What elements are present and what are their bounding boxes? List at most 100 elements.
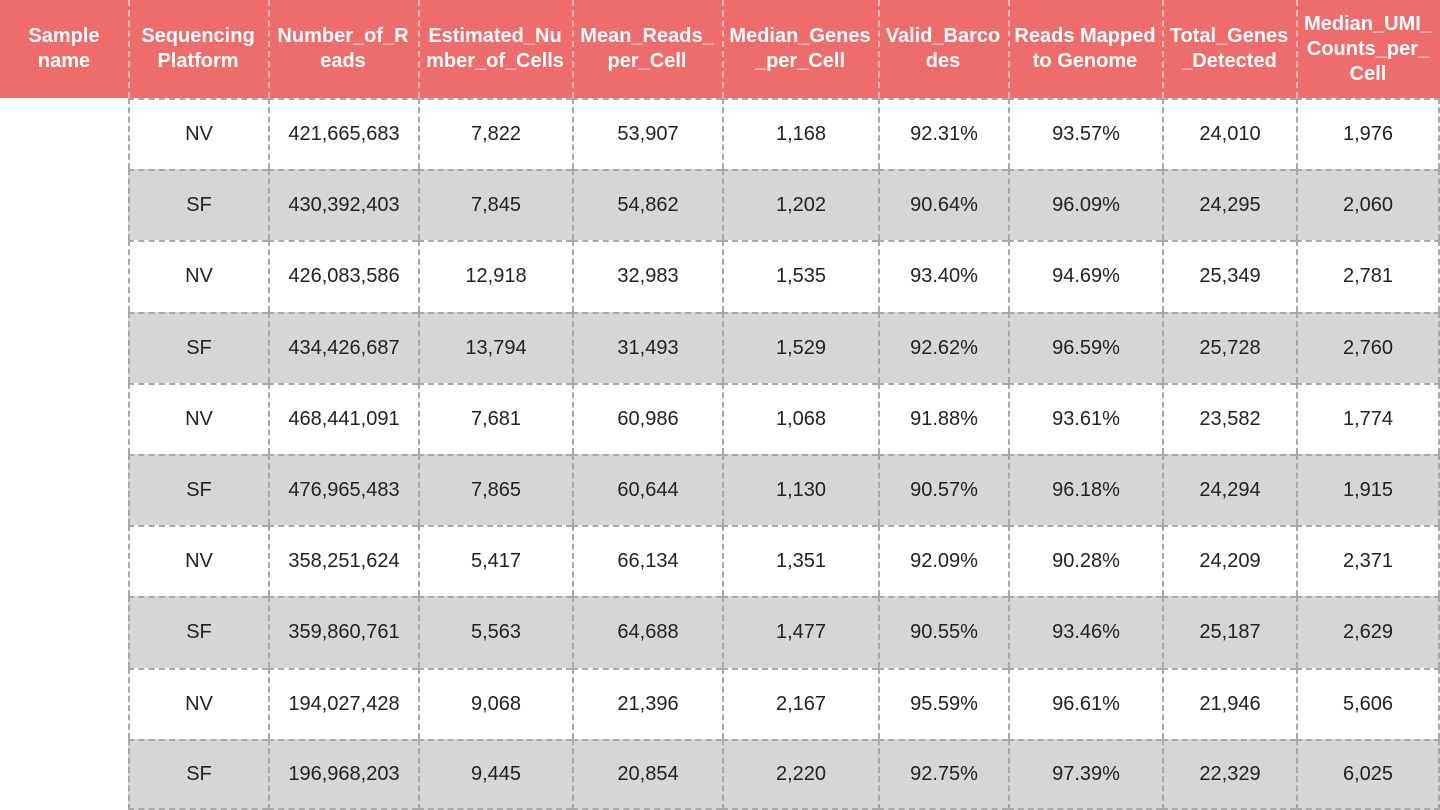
table-cell: 32,983 <box>572 240 722 311</box>
table-cell: 54,862 <box>572 169 722 240</box>
sample-name-cell: S006T4 <box>0 525 128 667</box>
table-row: S006T1NV421,665,6837,82253,9071,16892.31… <box>0 98 1440 169</box>
table-row: S006T4NV358,251,6245,41766,1341,35192.09… <box>0 525 1440 596</box>
table-cell: 468,441,091 <box>268 383 418 454</box>
table-cell: 97.39% <box>1008 739 1162 810</box>
table-cell: 359,860,761 <box>268 596 418 667</box>
table-cell: 24,295 <box>1162 169 1296 240</box>
table-cell: 24,010 <box>1162 98 1296 169</box>
sample-name-cell: S006T2 <box>0 240 128 382</box>
table-cell: 12,918 <box>418 240 572 311</box>
table-row: SF476,965,4837,86560,6441,13090.57%96.18… <box>0 454 1440 525</box>
table-row: S006T5NV194,027,4289,06821,3962,16795.59… <box>0 668 1440 739</box>
table-cell: 24,209 <box>1162 525 1296 596</box>
table-cell: 31,493 <box>572 312 722 383</box>
table-cell: 1,529 <box>722 312 878 383</box>
table-cell: 1,915 <box>1296 454 1440 525</box>
table-cell: 20,854 <box>572 739 722 810</box>
table-row: S006T2NV426,083,58612,91832,9831,53593.4… <box>0 240 1440 311</box>
table-cell: NV <box>128 668 268 739</box>
table-cell: 2,781 <box>1296 240 1440 311</box>
table-cell: NV <box>128 98 268 169</box>
table-cell: 92.62% <box>878 312 1008 383</box>
table-cell: 358,251,624 <box>268 525 418 596</box>
table-cell: 1,976 <box>1296 98 1440 169</box>
table-cell: 2,060 <box>1296 169 1440 240</box>
table-body: S006T1NV421,665,6837,82253,9071,16892.31… <box>0 98 1440 810</box>
col-header-sample-name: Sample name <box>0 0 128 98</box>
sample-name-cell: S006T3 <box>0 383 128 525</box>
table-cell: 53,907 <box>572 98 722 169</box>
col-header-median-genes: Median_Genes_per_Cell <box>722 0 878 98</box>
table-cell: 21,396 <box>572 668 722 739</box>
table-cell: 24,294 <box>1162 454 1296 525</box>
table-cell: 421,665,683 <box>268 98 418 169</box>
table-cell: 476,965,483 <box>268 454 418 525</box>
table-cell: 2,371 <box>1296 525 1440 596</box>
table-cell: 1,168 <box>722 98 878 169</box>
sample-name-cell: S006T5 <box>0 668 128 810</box>
table-cell: 96.61% <box>1008 668 1162 739</box>
table-cell: 91.88% <box>878 383 1008 454</box>
table-cell: 90.55% <box>878 596 1008 667</box>
table-cell: SF <box>128 169 268 240</box>
sample-name-cell: S006T1 <box>0 98 128 240</box>
table-cell: 2,629 <box>1296 596 1440 667</box>
table-cell: SF <box>128 596 268 667</box>
table-cell: 1,477 <box>722 596 878 667</box>
table-row: SF196,968,2039,44520,8542,22092.75%97.39… <box>0 739 1440 810</box>
table-cell: 21,946 <box>1162 668 1296 739</box>
table-cell: 95.59% <box>878 668 1008 739</box>
table-cell: 1,535 <box>722 240 878 311</box>
table-cell: 23,582 <box>1162 383 1296 454</box>
table-cell: 2,167 <box>722 668 878 739</box>
col-header-total-genes: Total_Genes_Detected <box>1162 0 1296 98</box>
table-cell: 25,728 <box>1162 312 1296 383</box>
table-cell: 7,822 <box>418 98 572 169</box>
table-cell: 96.18% <box>1008 454 1162 525</box>
table-cell: 93.57% <box>1008 98 1162 169</box>
table-row: SF359,860,7615,56364,6881,47790.55%93.46… <box>0 596 1440 667</box>
col-header-mean-reads: Mean_Reads_per_Cell <box>572 0 722 98</box>
table-cell: 5,563 <box>418 596 572 667</box>
table-cell: 1,351 <box>722 525 878 596</box>
table-cell: 90.57% <box>878 454 1008 525</box>
table-cell: 194,027,428 <box>268 668 418 739</box>
col-header-reads-mapped: Reads Mapped to Genome <box>1008 0 1162 98</box>
table-cell: 64,688 <box>572 596 722 667</box>
table-cell: 9,445 <box>418 739 572 810</box>
table-cell: 60,986 <box>572 383 722 454</box>
table-cell: NV <box>128 240 268 311</box>
table-cell: 7,865 <box>418 454 572 525</box>
table-cell: 5,606 <box>1296 668 1440 739</box>
table-row: S006T3NV468,441,0917,68160,9861,06891.88… <box>0 383 1440 454</box>
table-cell: 96.09% <box>1008 169 1162 240</box>
col-header-seq-platform: Sequencing Platform <box>128 0 268 98</box>
table-cell: 430,392,403 <box>268 169 418 240</box>
table-cell: 2,220 <box>722 739 878 810</box>
table-cell: NV <box>128 525 268 596</box>
table-cell: 9,068 <box>418 668 572 739</box>
table-row: SF434,426,68713,79431,4931,52992.62%96.5… <box>0 312 1440 383</box>
table-cell: 196,968,203 <box>268 739 418 810</box>
table-cell: 6,025 <box>1296 739 1440 810</box>
table-cell: 1,130 <box>722 454 878 525</box>
table-cell: 92.75% <box>878 739 1008 810</box>
table-cell: 7,845 <box>418 169 572 240</box>
table-cell: 13,794 <box>418 312 572 383</box>
col-header-valid-barcodes: Valid_Barcodes <box>878 0 1008 98</box>
table-cell: 90.28% <box>1008 525 1162 596</box>
table-cell: 25,187 <box>1162 596 1296 667</box>
table-cell: NV <box>128 383 268 454</box>
table-cell: 25,349 <box>1162 240 1296 311</box>
table-cell: 434,426,687 <box>268 312 418 383</box>
col-header-num-reads: Number_of_Reads <box>268 0 418 98</box>
table-cell: 22,329 <box>1162 739 1296 810</box>
table-cell: 1,068 <box>722 383 878 454</box>
table-cell: 66,134 <box>572 525 722 596</box>
col-header-median-umi: Median_UMI_Counts_per_Cell <box>1296 0 1440 98</box>
table-header-row: Sample name Sequencing Platform Number_o… <box>0 0 1440 98</box>
table-cell: 94.69% <box>1008 240 1162 311</box>
table-cell: 92.31% <box>878 98 1008 169</box>
table-cell: 96.59% <box>1008 312 1162 383</box>
